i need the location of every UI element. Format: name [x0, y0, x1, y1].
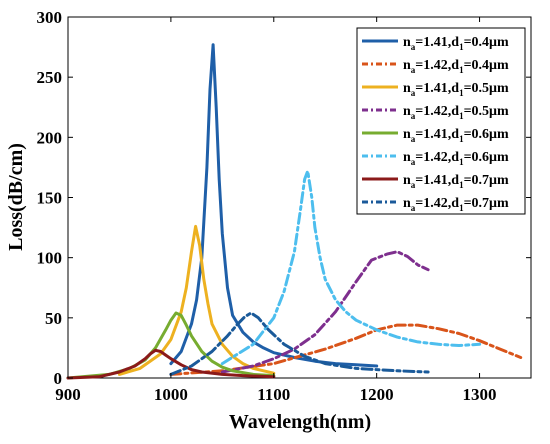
y-tick-label: 50 [45, 309, 62, 328]
series-layer [66, 43, 523, 380]
tick-layer: 900 1000 1100 1200 1300 0 50 100 150 200 250 300 [37, 8, 531, 404]
x-tick-label: 1100 [257, 385, 290, 404]
x-tick-label: 1000 [154, 385, 188, 404]
series-line-1 [169, 43, 379, 368]
y-axis-title: Loss(dB/cm) [5, 143, 27, 251]
x-tick-label: 1200 [360, 385, 394, 404]
series-line-3 [117, 224, 276, 376]
y-tick-label: 100 [37, 249, 63, 268]
x-axis-title: Wavelength(nm) [229, 411, 371, 433]
series-line-8 [169, 311, 430, 376]
legend-label-4: na=1.42,d1=0.5μm [403, 104, 509, 121]
legend-label-8: na=1.42,d1=0.7μm [403, 196, 509, 213]
y-tick-label: 0 [54, 369, 63, 388]
series-line-4 [220, 250, 430, 374]
legend-label-7: na=1.41,d1=0.7μm [403, 173, 509, 190]
series-line-2 [169, 323, 523, 376]
series-line-7 [66, 348, 276, 380]
legend-label-5: na=1.41,d1=0.6μm [403, 127, 509, 144]
legend-label-3: na=1.41,d1=0.5μm [403, 81, 509, 98]
x-tick-label: 900 [55, 385, 81, 404]
legend-label-2: na=1.42,d1=0.4μm [403, 58, 509, 75]
legend: na=1.41,d1=0.4μm na=1.42,d1=0.4μm na=1.41,… [356, 27, 526, 215]
y-tick-label: 250 [37, 68, 63, 87]
y-tick-label: 150 [37, 189, 63, 208]
legend-label-1: na=1.41,d1=0.4μm [403, 35, 509, 52]
legend-label-6: na=1.42,d1=0.6μm [403, 150, 509, 167]
y-tick-label: 300 [37, 8, 63, 27]
x-tick-label: 1300 [463, 385, 497, 404]
legend-box [356, 27, 526, 215]
y-tick-label: 200 [37, 128, 63, 147]
series-line-6 [220, 169, 482, 366]
